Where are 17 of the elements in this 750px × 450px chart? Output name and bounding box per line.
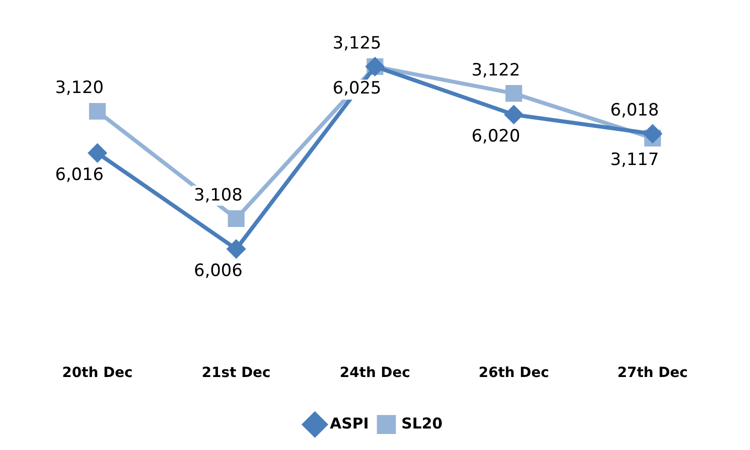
data-label: 6,020 [471, 126, 520, 147]
data-label: 3,117 [610, 150, 659, 170]
data-label: 6,018 [610, 100, 659, 121]
data-label: 3,125 [332, 34, 382, 54]
x-tick-label: 26th Dec [478, 365, 550, 382]
data-label: 6,025 [332, 78, 382, 99]
x-tick-label: 24th Dec [340, 365, 410, 382]
legend-label: ASPI [330, 414, 369, 432]
data-label: 3,108 [194, 186, 243, 206]
legend-label: SL20 [401, 414, 443, 432]
data-label: 6,016 [55, 164, 104, 185]
x-tick-label: 21st Dec [202, 365, 271, 382]
data-label: 3,122 [471, 60, 520, 80]
data-label: 6,006 [194, 260, 243, 281]
data-label: 3,120 [55, 78, 104, 98]
x-tick-label: 20th Dec [62, 365, 133, 382]
x-tick-label: 27th Dec [617, 365, 688, 382]
